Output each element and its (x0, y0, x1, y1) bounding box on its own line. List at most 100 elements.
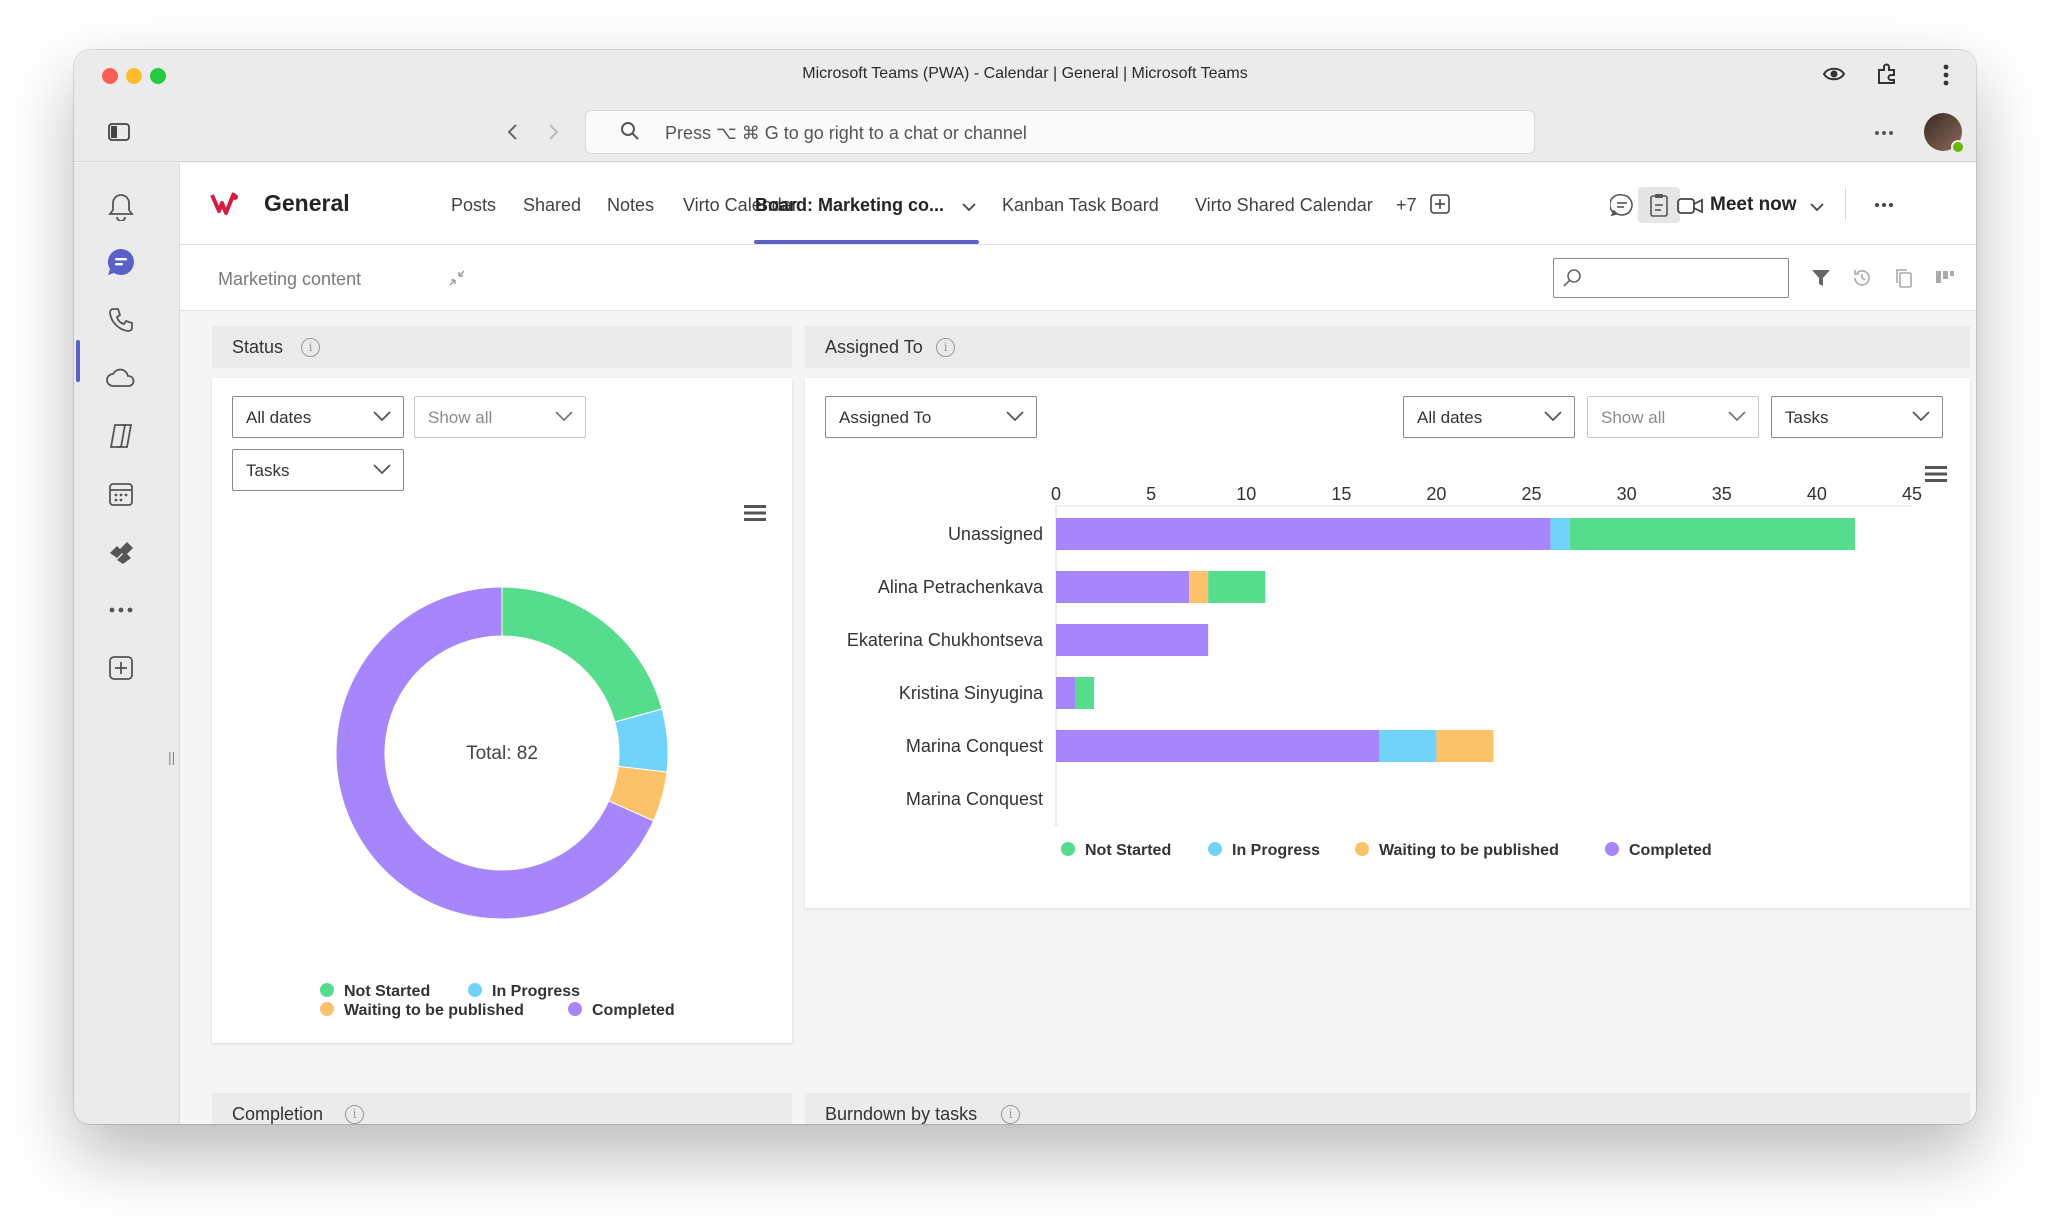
status-show-dropdown[interactable]: Show all (414, 396, 586, 438)
info-icon[interactable]: i (345, 1105, 364, 1124)
info-icon[interactable]: i (301, 338, 320, 357)
bar-segment-waiting-to-be-published[interactable] (1189, 571, 1209, 603)
chevron-down-icon[interactable] (962, 203, 976, 212)
bar-segment-in-progress[interactable] (1550, 518, 1570, 550)
copilot-icon[interactable] (104, 419, 138, 453)
x-tick-label: 5 (1146, 484, 1156, 504)
chevron-down-icon (373, 411, 391, 422)
legend-not-started[interactable]: Not Started (320, 983, 430, 1001)
meet-now-button[interactable]: Meet now (1710, 194, 1797, 215)
x-tick-label: 15 (1331, 484, 1351, 504)
tab-virto-shared-calendar[interactable]: Virto Shared Calendar (1195, 195, 1373, 215)
status-dates-dropdown[interactable]: All dates (232, 396, 404, 438)
bar-segment-completed[interactable] (1056, 730, 1380, 762)
dropdown-value: All dates (246, 408, 312, 427)
bar-segment-not-started[interactable] (1569, 518, 1855, 550)
y-category-label: Alina Petrachenkava (878, 577, 1044, 597)
y-category-label: Marina Conquest (906, 736, 1043, 756)
presence-badge (1951, 140, 1965, 154)
bar-segment-completed[interactable] (1056, 571, 1190, 603)
eye-icon[interactable] (1823, 65, 1845, 83)
chat-icon[interactable] (104, 245, 138, 279)
tab-kanban-task-board[interactable]: Kanban Task Board (1002, 195, 1159, 215)
more-options-icon[interactable] (1874, 202, 1894, 208)
bar-segment-not-started[interactable] (1208, 571, 1266, 603)
legend-label: Completed (592, 1002, 675, 1019)
conversation-icon[interactable] (1610, 193, 1634, 217)
bar-segment-completed[interactable] (1056, 624, 1209, 656)
more-apps-icon[interactable] (104, 593, 138, 627)
assigned-show-dropdown[interactable]: Show all (1587, 396, 1759, 438)
board-view-icon[interactable] (1935, 270, 1955, 284)
tab-info-button[interactable] (1638, 187, 1680, 223)
info-icon[interactable]: i (936, 338, 955, 357)
assigned-dates-dropdown[interactable]: All dates (1403, 396, 1575, 438)
board-search-input[interactable] (1553, 258, 1789, 298)
legend-completed[interactable]: Completed (568, 1002, 675, 1020)
bar-segment-not-started[interactable] (1075, 677, 1095, 709)
more-horizontal-icon[interactable] (1874, 130, 1894, 136)
legend-not-started[interactable]: Not Started (1061, 842, 1171, 860)
resize-handle[interactable]: || (168, 749, 176, 765)
add-app-icon[interactable] (104, 651, 138, 685)
x-tick-label: 10 (1236, 484, 1256, 504)
meet-chevron-down-icon[interactable] (1810, 203, 1824, 212)
more-vertical-icon[interactable] (1943, 64, 1949, 86)
board-toolbar: Marketing content (180, 245, 1976, 311)
puzzle-icon[interactable] (1876, 63, 1898, 85)
legend-label: Not Started (344, 983, 431, 1000)
tab-shared[interactable]: Shared (523, 195, 582, 215)
calendar-icon[interactable] (104, 477, 138, 511)
close-window-button[interactable] (102, 68, 118, 84)
y-category-label: Unassigned (948, 524, 1043, 544)
tab-more[interactable]: +7 (1396, 195, 1417, 215)
assigned-group-dropdown[interactable]: Assigned To (825, 396, 1037, 438)
legend-in-progress[interactable]: In Progress (468, 983, 580, 1001)
sidebar-icon[interactable] (108, 123, 130, 141)
legend-label: Waiting to be published (1379, 842, 1559, 859)
legend-completed[interactable]: Completed (1605, 842, 1712, 860)
add-tab-icon[interactable] (1430, 194, 1450, 214)
chart-menu-icon[interactable] (744, 504, 766, 522)
legend-waiting[interactable]: Waiting to be published (1355, 842, 1559, 860)
status-type-dropdown[interactable]: Tasks (232, 449, 404, 491)
assigned-type-dropdown[interactable]: Tasks (1771, 396, 1943, 438)
copy-icon[interactable] (1895, 268, 1913, 288)
bar-segment-waiting-to-be-published[interactable] (1436, 730, 1494, 762)
active-tab-indicator (754, 240, 979, 244)
legend-waiting[interactable]: Waiting to be published (320, 1002, 524, 1020)
avatar[interactable] (1924, 113, 1965, 154)
legend-in-progress[interactable]: In Progress (1208, 842, 1320, 860)
filter-icon[interactable] (1811, 269, 1831, 287)
bar-segment-in-progress[interactable] (1379, 730, 1437, 762)
video-camera-icon[interactable] (1677, 197, 1703, 215)
donut-slice-completed[interactable] (335, 586, 655, 920)
phone-icon[interactable] (104, 303, 138, 337)
maximize-window-button[interactable] (150, 68, 166, 84)
chevron-down-icon (1728, 411, 1746, 422)
donut-slice-not-started[interactable] (501, 586, 663, 723)
tab-posts[interactable]: Posts (451, 195, 497, 215)
channel-header: General Posts Shared Notes Virto Calenda… (180, 163, 1976, 245)
x-tick-label: 40 (1807, 484, 1827, 504)
planner-icon[interactable] (104, 535, 138, 569)
chevron-left-icon[interactable] (506, 123, 518, 141)
minimize-window-button[interactable] (126, 68, 142, 84)
chart-menu-icon[interactable] (1925, 465, 1947, 483)
search-input[interactable]: Press ⌥ ⌘ G to go right to a chat or cha… (585, 110, 1535, 154)
bar-segment-completed[interactable] (1056, 677, 1076, 709)
bell-icon[interactable] (104, 190, 138, 224)
onedrive-icon[interactable] (104, 361, 138, 395)
chevron-down-icon (555, 411, 573, 422)
info-icon[interactable]: i (1001, 1105, 1020, 1124)
chevron-right-icon[interactable] (548, 123, 560, 141)
burndown-title: Burndown by tasks (825, 1104, 978, 1124)
bar-segment-completed[interactable] (1056, 518, 1551, 550)
tab-notes[interactable]: Notes (607, 195, 655, 215)
divider (1845, 187, 1846, 221)
x-tick-label: 45 (1902, 484, 1922, 504)
collapse-icon[interactable] (448, 269, 466, 287)
history-icon[interactable] (1852, 268, 1872, 288)
tab-virto-calendar[interactable]: Virto Calendar (683, 195, 798, 215)
tab-board[interactable]: Board: Marketing co... (755, 195, 945, 215)
